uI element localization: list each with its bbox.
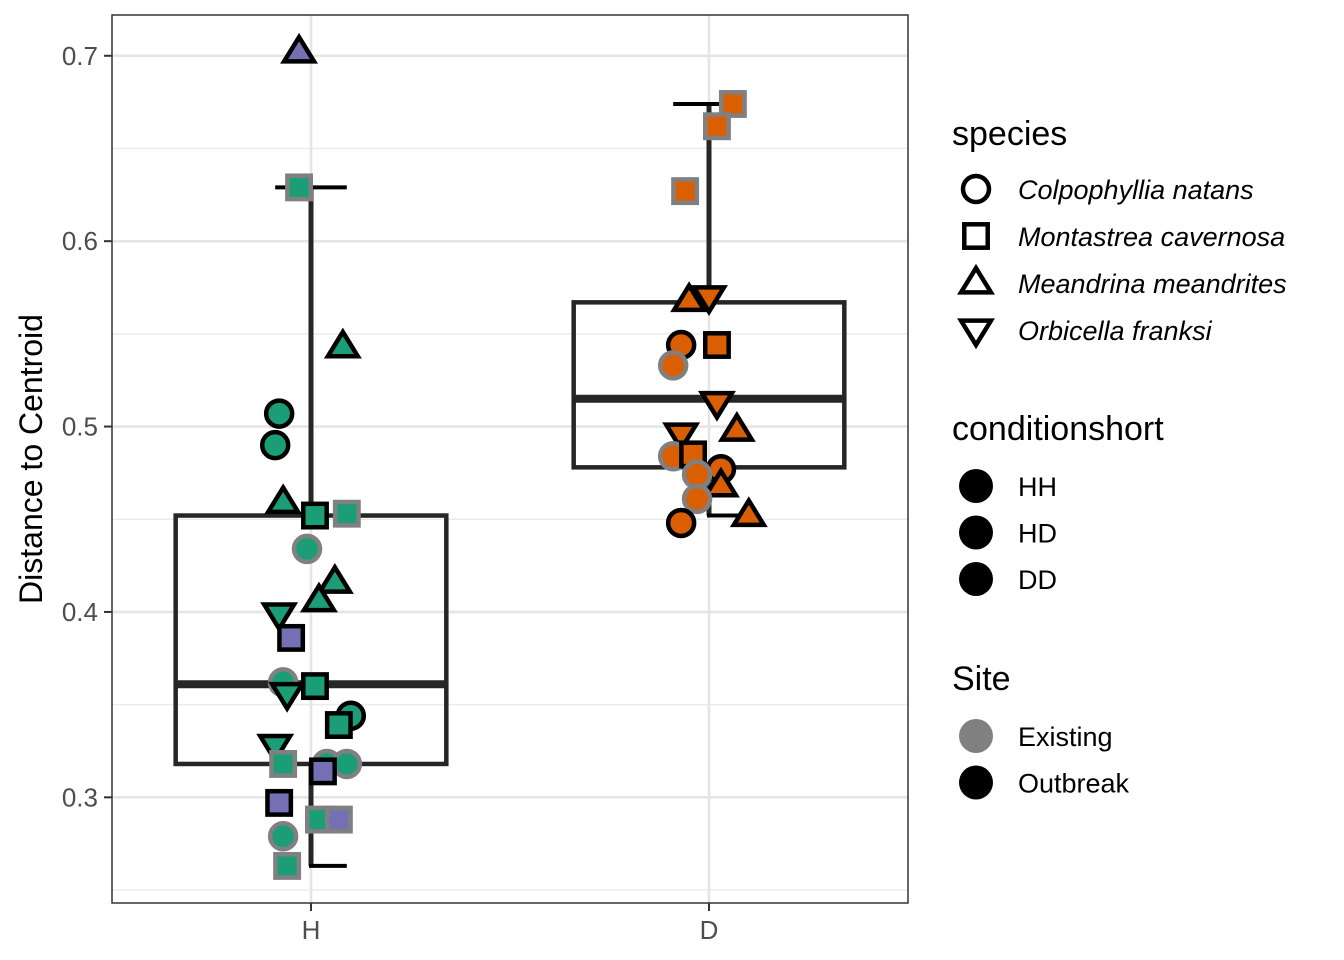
y-tick-label: 0.6 (62, 226, 98, 256)
data-point (324, 711, 353, 739)
data-point (657, 350, 689, 381)
x-tick-label: D (700, 915, 719, 945)
data-point (703, 112, 731, 141)
y-tick-label: 0.5 (62, 412, 98, 442)
data-point (332, 499, 361, 528)
data-point (277, 623, 306, 652)
data-point (315, 563, 354, 594)
data-point (308, 757, 337, 786)
legend-key-circle (960, 173, 992, 205)
legend-key-dot (959, 469, 993, 503)
legend-key-dot (959, 515, 993, 550)
data-point (256, 733, 295, 765)
legend-label: Orbicella franksi (1018, 316, 1213, 346)
legend-species: species Colpophyllia natans Montastrea cav… (952, 115, 1287, 350)
y-tick-label: 0.4 (62, 597, 98, 627)
legend-key-dot (959, 719, 993, 753)
legend-title: Site (952, 660, 1011, 698)
y-axis: 0.3 0.4 0.5 0.6 0.7 (62, 41, 112, 812)
data-point (260, 602, 299, 634)
x-tick-label: H (302, 915, 321, 945)
legend-key-triangle-down (957, 318, 995, 350)
legend-key-dot (959, 765, 993, 800)
data-point (690, 285, 728, 317)
data-point (259, 429, 291, 461)
plot-border (111, 14, 909, 904)
data-point (280, 32, 319, 64)
legend-title: species (952, 115, 1067, 153)
legend-label: HD (1018, 519, 1057, 549)
legend-label: DD (1018, 565, 1057, 595)
data-point (299, 581, 338, 613)
legend-label: Existing (1018, 722, 1113, 752)
data-point (701, 466, 740, 498)
data-point (665, 507, 697, 539)
data-point (264, 483, 303, 515)
legend-key-square (962, 222, 990, 250)
data-point (331, 748, 363, 780)
legend-label: Montastrea cavernosa (1018, 222, 1285, 252)
point-layer (256, 32, 768, 880)
legend-conditionshort: conditionshort HH HD DD (952, 410, 1164, 596)
data-point (670, 281, 709, 313)
data-point (265, 788, 294, 817)
data-point (718, 90, 747, 118)
plot-background (112, 15, 908, 903)
data-point (268, 681, 307, 713)
data-point (291, 533, 323, 565)
legend-key-triangle-up (957, 263, 995, 295)
data-point (717, 411, 756, 442)
data-point (671, 177, 700, 206)
legend-label: HH (1018, 472, 1057, 502)
legend-label: Colpophyllia natans (1018, 175, 1254, 205)
legend-label: Outbreak (1018, 769, 1130, 799)
data-point (703, 331, 731, 359)
data-point (324, 805, 353, 834)
data-point (267, 821, 299, 852)
data-point (273, 851, 302, 880)
data-point (729, 496, 768, 528)
y-axis-title: Distance to Centroid (13, 314, 49, 604)
legend-label: Meandrina meandrites (1018, 269, 1287, 299)
data-point (301, 501, 329, 530)
y-tick-label: 0.3 (62, 782, 98, 812)
data-point (323, 327, 362, 359)
data-point (269, 750, 298, 778)
y-tick-label: 0.7 (62, 41, 98, 71)
legend: species Colpophyllia natans Montastrea cav… (952, 115, 1287, 800)
data-point (681, 483, 713, 515)
data-point (697, 390, 736, 422)
data-point (301, 672, 329, 701)
data-point (285, 173, 314, 202)
data-point (263, 398, 295, 429)
legend-key-dot (959, 562, 993, 596)
legend-title: conditionshort (952, 410, 1164, 448)
data-point (662, 422, 701, 454)
